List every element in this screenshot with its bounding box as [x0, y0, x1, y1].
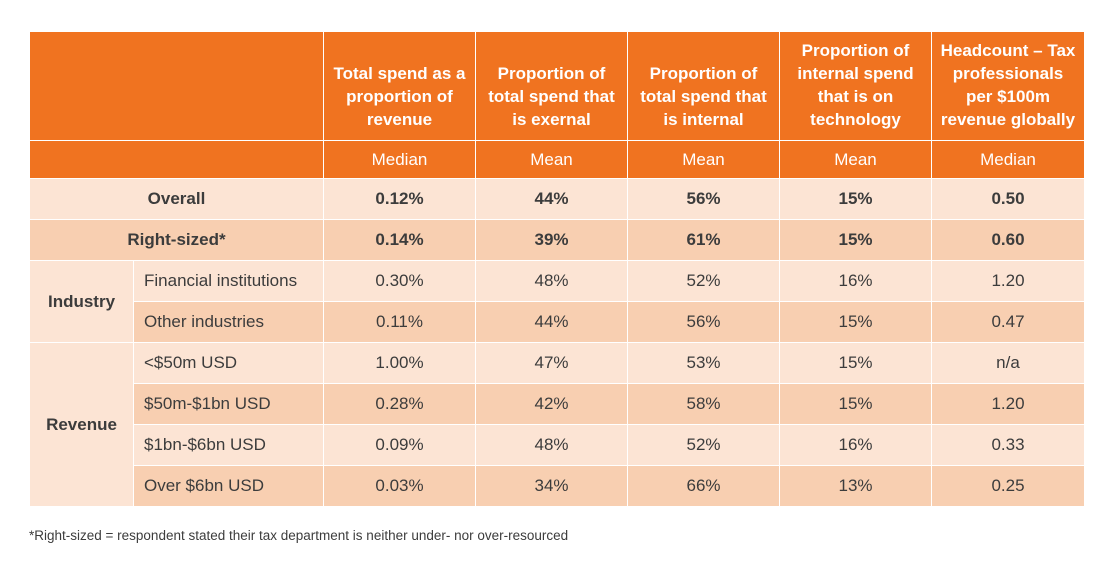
table-row: Other industries 0.11% 44% 56% 15% 0.47: [30, 301, 1085, 343]
statistic-label: Mean: [779, 140, 932, 179]
cell: 1.00%: [323, 342, 476, 384]
cell: 52%: [627, 260, 780, 302]
row-label: Right-sized*: [29, 219, 324, 261]
cell: 15%: [779, 383, 932, 425]
cell: 0.14%: [323, 219, 476, 261]
cell: 47%: [475, 342, 628, 384]
column-header: Total spend as a proportion of revenue: [323, 31, 476, 141]
table-row: $50m-$1bn USD 0.28% 42% 58% 15% 1.20: [30, 383, 1085, 425]
cell: n/a: [931, 342, 1085, 384]
cell: 56%: [627, 178, 780, 220]
column-header: Proportion of total spend that is intern…: [627, 31, 780, 141]
cell: 56%: [627, 301, 780, 343]
cell: 13%: [779, 465, 932, 507]
row-label: Financial institutions: [133, 260, 324, 302]
row-label: <$50m USD: [133, 342, 324, 384]
group-label-revenue: Revenue: [29, 342, 134, 507]
column-header: Proportion of internal spend that is on …: [779, 31, 932, 141]
group-label-industry: Industry: [29, 260, 134, 343]
column-header: Proportion of total spend that is exerna…: [475, 31, 628, 141]
cell: 34%: [475, 465, 628, 507]
cell: 15%: [779, 301, 932, 343]
table-row: Over $6bn USD 0.03% 34% 66% 13% 0.25: [30, 465, 1085, 507]
cell: 0.47: [931, 301, 1085, 343]
cell: 44%: [475, 301, 628, 343]
cell: 0.60: [931, 219, 1085, 261]
statistic-label: Median: [323, 140, 476, 179]
column-header-row: Total spend as a proportion of revenue P…: [29, 31, 1085, 141]
table-row: $1bn-$6bn USD 0.09% 48% 52% 16% 0.33: [30, 424, 1085, 466]
cell: 16%: [779, 424, 932, 466]
footnote: *Right-sized = respondent stated their t…: [29, 528, 569, 543]
cell: 0.33: [931, 424, 1085, 466]
cell: 0.11%: [323, 301, 476, 343]
cell: 44%: [475, 178, 628, 220]
cell: 52%: [627, 424, 780, 466]
table-row: Revenue <$50m USD 1.00% 47% 53% 15% n/a: [29, 342, 1085, 507]
statistic-label: Mean: [475, 140, 628, 179]
cell: 1.20: [931, 260, 1085, 302]
cell: 0.25: [931, 465, 1085, 507]
statistic-label: Median: [931, 140, 1085, 179]
cell: 0.12%: [323, 178, 476, 220]
table-row-overall: Overall 0.12% 44% 56% 15% 0.50: [29, 178, 1085, 220]
cell: 61%: [627, 219, 780, 261]
benchmark-table: Total spend as a proportion of revenue P…: [29, 31, 1085, 507]
cell: 66%: [627, 465, 780, 507]
header-corner: [29, 31, 324, 141]
cell: 0.50: [931, 178, 1085, 220]
cell: 0.03%: [323, 465, 476, 507]
row-label: Overall: [29, 178, 324, 220]
cell: 15%: [779, 342, 932, 384]
cell: 0.09%: [323, 424, 476, 466]
row-label: $1bn-$6bn USD: [133, 424, 324, 466]
row-label: Other industries: [133, 301, 324, 343]
cell: 39%: [475, 219, 628, 261]
cell: 0.28%: [323, 383, 476, 425]
table-row: Industry Financial institutions 0.30% 48…: [29, 260, 1085, 343]
cell: 1.20: [931, 383, 1085, 425]
cell: 15%: [779, 219, 932, 261]
table-row-right-sized: Right-sized* 0.14% 39% 61% 15% 0.60: [29, 219, 1085, 261]
cell: 53%: [627, 342, 780, 384]
cell: 48%: [475, 424, 628, 466]
statistic-label: Mean: [627, 140, 780, 179]
cell: 0.30%: [323, 260, 476, 302]
cell: 16%: [779, 260, 932, 302]
row-label: $50m-$1bn USD: [133, 383, 324, 425]
row-label: Over $6bn USD: [133, 465, 324, 507]
statistic-corner: [29, 140, 324, 179]
cell: 15%: [779, 178, 932, 220]
cell: 48%: [475, 260, 628, 302]
statistic-row: Median Mean Mean Mean Median: [29, 140, 1085, 179]
column-header: Headcount – Tax professionals per $100m …: [931, 31, 1085, 141]
cell: 42%: [475, 383, 628, 425]
cell: 58%: [627, 383, 780, 425]
